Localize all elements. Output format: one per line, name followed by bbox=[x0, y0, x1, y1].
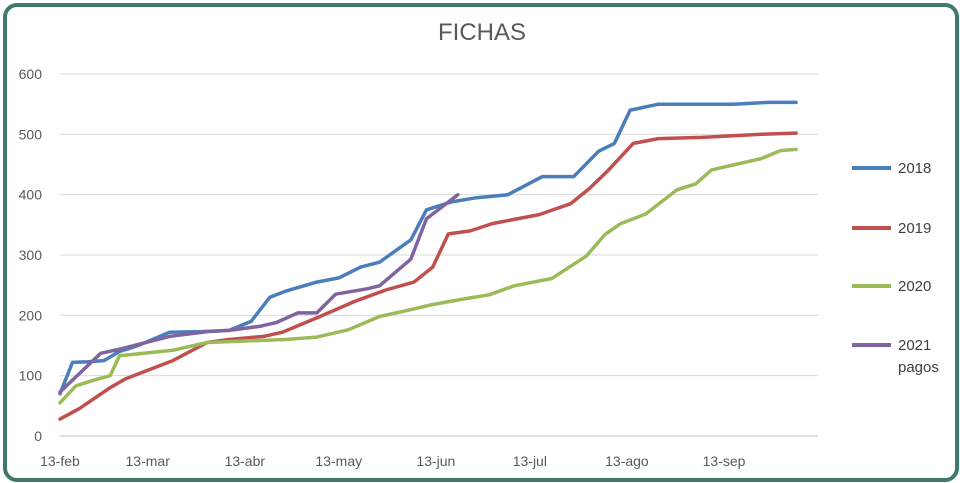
series-line-2021-pagos bbox=[58, 192, 460, 394]
series-line-2020 bbox=[58, 147, 798, 405]
x-axis-ticks: 13-feb 13-mar 13-abr 13-may 13-jun 13-jul 13-a… bbox=[40, 453, 745, 469]
y-tick-label: 400 bbox=[19, 187, 43, 203]
x-tick-label: 13-jun bbox=[416, 453, 455, 469]
legend-label: 2018 bbox=[898, 160, 931, 177]
chart-frame bbox=[3, 3, 959, 482]
legend-label: 2019 bbox=[898, 220, 931, 237]
legend-label: 2021 pagos bbox=[898, 337, 939, 376]
series-lines bbox=[58, 100, 798, 421]
x-tick-label: 13-feb bbox=[40, 453, 80, 469]
series-line-2019 bbox=[58, 131, 798, 421]
x-tick-label: 13-sep bbox=[703, 453, 746, 469]
legend-label: 2020 bbox=[898, 278, 931, 295]
x-tick-label: 13-abr bbox=[225, 453, 266, 469]
y-tick-label: 200 bbox=[19, 307, 43, 323]
y-tick-label: 0 bbox=[34, 428, 42, 444]
chart-title: FICHAS bbox=[438, 19, 526, 46]
x-tick-label: 13-may bbox=[315, 453, 362, 469]
x-tick-label: 13-ago bbox=[605, 453, 649, 469]
y-tick-label: 500 bbox=[19, 126, 43, 142]
x-tick-label: 13-mar bbox=[126, 453, 171, 469]
gridlines bbox=[60, 73, 818, 437]
y-tick-label: 300 bbox=[19, 247, 43, 263]
y-axis-ticks: 0 100 200 300 400 500 600 bbox=[19, 66, 43, 444]
y-tick-label: 600 bbox=[19, 66, 43, 82]
legend: 2018 2019 2020 2021 pagos bbox=[852, 160, 939, 376]
y-tick-label: 100 bbox=[19, 368, 43, 384]
x-tick-label: 13-jul bbox=[513, 453, 547, 469]
